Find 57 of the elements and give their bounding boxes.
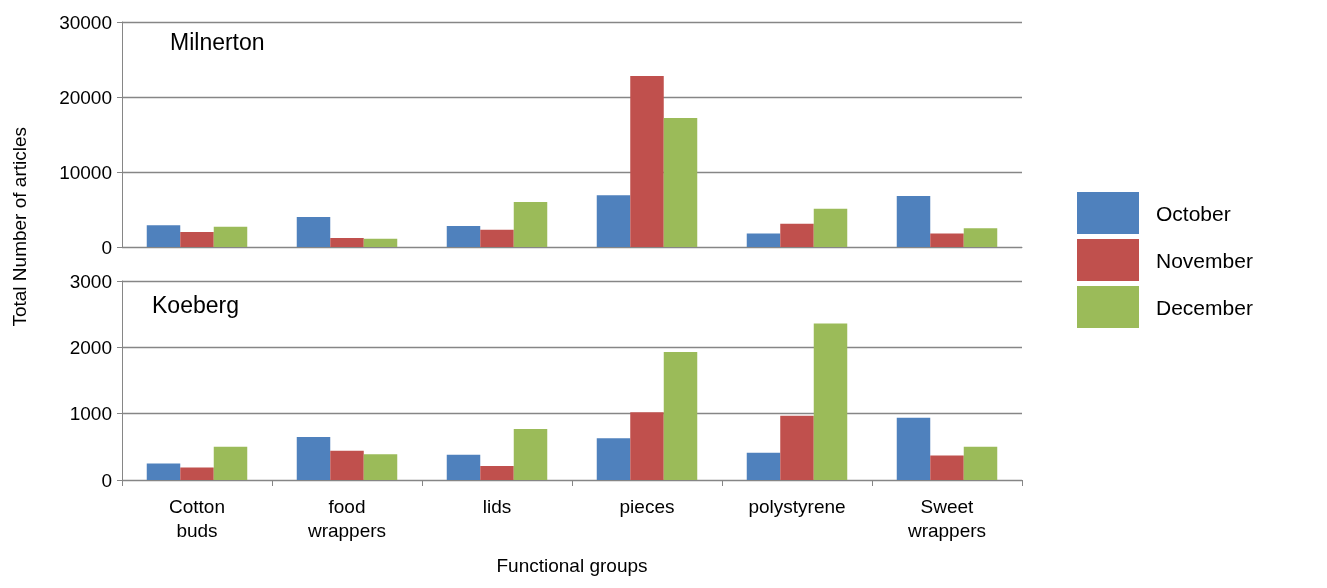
bar — [813, 323, 848, 480]
bar — [363, 454, 398, 480]
bar — [896, 417, 931, 480]
bar — [296, 217, 331, 247]
y-tick-label: 30000 — [59, 11, 112, 33]
x-tick-label: pieces — [619, 495, 675, 517]
bar — [446, 226, 481, 247]
bar — [746, 452, 781, 480]
bar — [630, 76, 664, 247]
x-axis-title: Functional groups — [496, 555, 648, 576]
bar — [596, 438, 631, 480]
bar — [930, 233, 964, 247]
bar — [963, 228, 998, 247]
y-tick-label: 2000 — [69, 336, 112, 358]
x-tick-label: lids — [482, 495, 512, 517]
bar — [930, 455, 964, 480]
bar — [630, 412, 664, 480]
bar — [146, 463, 181, 480]
bar — [513, 428, 548, 480]
bar — [330, 238, 364, 247]
x-tick-label: Cotton buds — [169, 495, 225, 541]
y-tick-label: 20000 — [59, 86, 112, 108]
legend-label: November — [1156, 248, 1253, 272]
bar — [213, 446, 248, 480]
bar — [513, 202, 548, 247]
bar — [780, 223, 814, 247]
x-tick-label: Sweet wrappers — [906, 495, 987, 541]
bar — [746, 233, 781, 247]
y-tick-label: 0 — [101, 469, 112, 491]
y-tick-label: 1000 — [69, 403, 112, 425]
chart-title: Milnerton — [170, 28, 265, 55]
text: Koeberg — [152, 291, 239, 318]
bar — [663, 351, 698, 480]
x-tick-label: food wrappers — [306, 495, 387, 541]
bar — [663, 118, 698, 247]
bar — [330, 450, 364, 480]
bar — [446, 454, 481, 480]
bar — [296, 436, 331, 480]
y-tick-label: 10000 — [59, 161, 112, 183]
bar — [780, 415, 814, 480]
bar — [213, 226, 248, 247]
bar — [896, 196, 931, 247]
bar — [480, 229, 514, 247]
bar — [180, 467, 214, 480]
legend-label: October — [1156, 201, 1231, 225]
bar — [813, 208, 848, 247]
legend-label: December — [1156, 295, 1253, 319]
bar — [363, 238, 398, 247]
y-tick-label: 0 — [101, 236, 112, 258]
y-axis-title: Total Number of articles — [9, 127, 30, 327]
bar — [480, 466, 514, 480]
x-tick-label: polystyrene — [748, 495, 846, 517]
bar — [146, 225, 181, 247]
bar — [596, 195, 631, 247]
y-tick-label: 3000 — [69, 270, 112, 292]
bar — [180, 232, 214, 247]
bar — [963, 446, 998, 480]
